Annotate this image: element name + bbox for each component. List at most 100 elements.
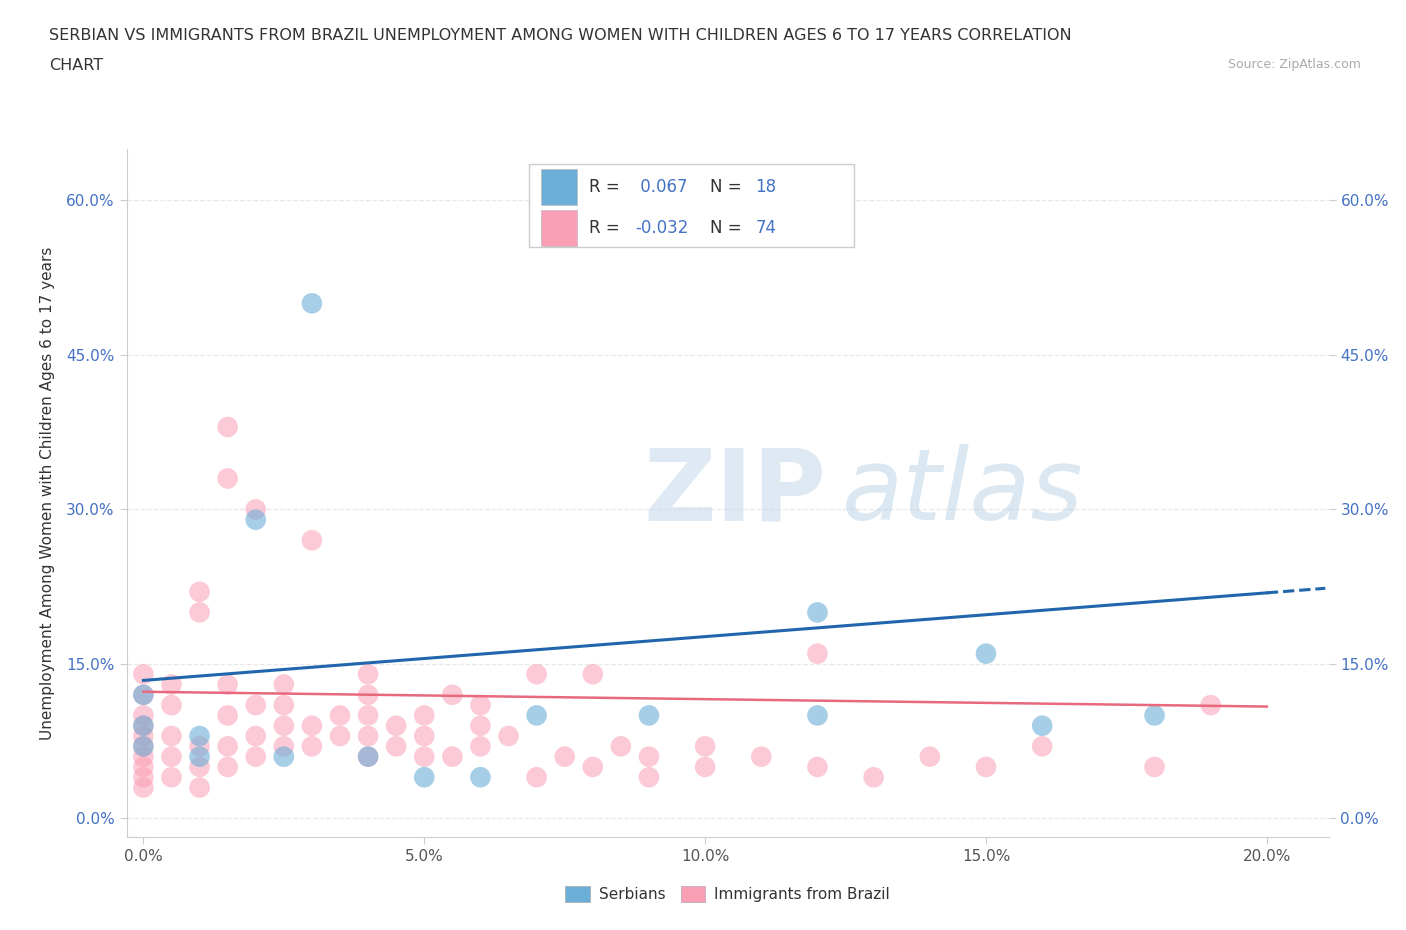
Point	[301, 296, 323, 311]
Point	[470, 739, 492, 754]
Text: R =: R =	[589, 178, 626, 196]
Point	[441, 750, 464, 764]
Point	[582, 760, 605, 775]
Point	[132, 718, 155, 733]
Point	[470, 718, 492, 733]
Text: N =: N =	[710, 219, 747, 237]
FancyBboxPatch shape	[541, 210, 578, 246]
Point	[638, 770, 661, 785]
Point	[188, 780, 211, 795]
Point	[638, 750, 661, 764]
Point	[357, 750, 380, 764]
Point	[217, 471, 239, 485]
Point	[610, 739, 633, 754]
Point	[188, 739, 211, 754]
Point	[1143, 760, 1166, 775]
Point	[245, 502, 267, 517]
Point	[188, 584, 211, 599]
Point	[301, 718, 323, 733]
Point	[188, 728, 211, 743]
Point	[132, 687, 155, 702]
Point	[132, 667, 155, 682]
Point	[160, 677, 183, 692]
Point	[160, 770, 183, 785]
Point	[974, 760, 997, 775]
Point	[498, 728, 520, 743]
Point	[695, 739, 717, 754]
Point	[132, 739, 155, 754]
Point	[357, 687, 380, 702]
Point	[441, 687, 464, 702]
Point	[273, 677, 295, 692]
Text: 0.067: 0.067	[636, 178, 688, 196]
Point	[526, 667, 548, 682]
Text: N =: N =	[710, 178, 747, 196]
Point	[357, 708, 380, 723]
Point	[132, 760, 155, 775]
Point	[245, 728, 267, 743]
Text: 18: 18	[755, 178, 776, 196]
Text: ZIP: ZIP	[644, 445, 827, 541]
Point	[217, 419, 239, 434]
Point	[1031, 718, 1053, 733]
Point	[301, 739, 323, 754]
Point	[806, 708, 828, 723]
Text: atlas: atlas	[842, 445, 1084, 541]
Point	[1199, 698, 1222, 712]
Point	[526, 770, 548, 785]
Point	[974, 646, 997, 661]
Point	[132, 750, 155, 764]
Point	[132, 780, 155, 795]
Point	[470, 698, 492, 712]
Point	[160, 728, 183, 743]
Point	[554, 750, 576, 764]
Point	[273, 750, 295, 764]
Y-axis label: Unemployment Among Women with Children Ages 6 to 17 years: Unemployment Among Women with Children A…	[41, 246, 55, 739]
Point	[273, 718, 295, 733]
Text: Source: ZipAtlas.com: Source: ZipAtlas.com	[1227, 58, 1361, 71]
Point	[329, 708, 352, 723]
Point	[188, 605, 211, 620]
Point	[132, 770, 155, 785]
Point	[217, 708, 239, 723]
Point	[217, 739, 239, 754]
Point	[1143, 708, 1166, 723]
Point	[301, 533, 323, 548]
Point	[132, 728, 155, 743]
Point	[217, 760, 239, 775]
Point	[188, 760, 211, 775]
Text: SERBIAN VS IMMIGRANTS FROM BRAZIL UNEMPLOYMENT AMONG WOMEN WITH CHILDREN AGES 6 : SERBIAN VS IMMIGRANTS FROM BRAZIL UNEMPL…	[49, 28, 1071, 43]
Text: 74: 74	[755, 219, 776, 237]
Text: CHART: CHART	[49, 58, 103, 73]
Point	[160, 698, 183, 712]
Point	[413, 750, 436, 764]
Point	[245, 750, 267, 764]
Point	[413, 708, 436, 723]
Point	[918, 750, 941, 764]
Point	[160, 750, 183, 764]
Point	[273, 698, 295, 712]
Point	[638, 708, 661, 723]
Point	[132, 687, 155, 702]
Point	[273, 739, 295, 754]
Point	[357, 728, 380, 743]
Point	[357, 667, 380, 682]
Point	[749, 750, 772, 764]
Point	[806, 760, 828, 775]
Point	[132, 739, 155, 754]
Point	[413, 728, 436, 743]
Point	[357, 750, 380, 764]
Point	[862, 770, 884, 785]
FancyBboxPatch shape	[541, 169, 578, 205]
Point	[132, 718, 155, 733]
Point	[385, 718, 408, 733]
Point	[385, 739, 408, 754]
Point	[132, 708, 155, 723]
Point	[695, 760, 717, 775]
Point	[245, 512, 267, 527]
Point	[806, 646, 828, 661]
Point	[526, 708, 548, 723]
Text: R =: R =	[589, 219, 626, 237]
Legend: Serbians, Immigrants from Brazil: Serbians, Immigrants from Brazil	[560, 881, 896, 909]
Point	[1031, 739, 1053, 754]
